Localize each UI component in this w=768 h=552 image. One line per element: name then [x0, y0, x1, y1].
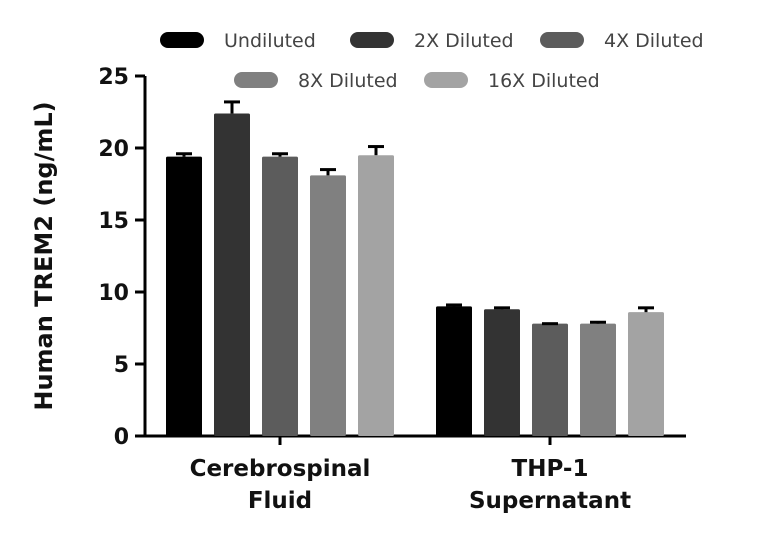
category-label: Cerebrospinal	[190, 456, 371, 482]
bar	[358, 155, 394, 436]
bar	[214, 113, 250, 436]
legend-swatch	[234, 72, 278, 88]
bar	[580, 323, 616, 436]
y-tick-label: 15	[98, 209, 129, 234]
bar	[532, 323, 568, 436]
legend-swatch	[540, 32, 584, 48]
legend: Undiluted 2X Diluted 4X Diluted 8X Diluted 1…	[160, 30, 704, 92]
legend-label: 8X Diluted	[298, 70, 398, 92]
y-tick-label: 25	[98, 65, 129, 90]
category-label: Fluid	[248, 488, 312, 514]
labels: 0 5 10 15 20 25 Human TREM2 (ng/mL) Cerebrospin…	[30, 65, 631, 514]
bar	[484, 309, 520, 436]
bar	[166, 156, 202, 436]
y-tick-label: 5	[114, 353, 129, 378]
legend-label: 2X Diluted	[414, 30, 514, 52]
legend-label: 4X Diluted	[604, 30, 704, 52]
category-label: Supernatant	[469, 488, 631, 514]
bars	[166, 100, 664, 437]
bar	[262, 156, 298, 436]
category-label: THP-1	[512, 456, 589, 482]
y-tick-label: 0	[114, 425, 129, 450]
y-tick-label: 20	[98, 137, 129, 162]
legend-label: Undiluted	[224, 30, 316, 52]
legend-label: 16X Diluted	[488, 70, 600, 92]
bar	[436, 306, 472, 436]
legend-swatch	[424, 72, 468, 88]
y-tick-label: 10	[98, 281, 129, 306]
legend-swatch	[160, 32, 204, 48]
y-axis-title: Human TREM2 (ng/mL)	[30, 101, 58, 410]
legend-swatch	[350, 32, 394, 48]
bar	[628, 312, 664, 436]
bar	[310, 175, 346, 437]
